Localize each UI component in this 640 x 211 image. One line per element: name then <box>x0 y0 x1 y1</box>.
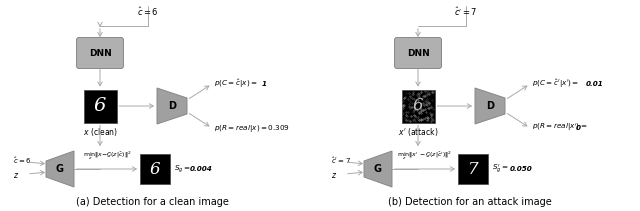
Text: $\min_z \|x - \mathcal{G}(z|\hat{c})\|^2$: $\min_z \|x - \mathcal{G}(z|\hat{c})\|^2… <box>83 149 131 162</box>
Text: $\hat{c}^{\prime} = 7$: $\hat{c}^{\prime} = 7$ <box>331 156 351 166</box>
Text: $\min_z \|x^{\prime} - \mathcal{G}(z|\hat{c}^{\prime})\|^2$: $\min_z \|x^{\prime} - \mathcal{G}(z|\ha… <box>397 149 452 162</box>
Text: $\hat{c} = 6$: $\hat{c} = 6$ <box>13 156 31 166</box>
Text: 0.050: 0.050 <box>510 166 532 172</box>
Text: $z$: $z$ <box>331 170 337 180</box>
Text: $x$ (clean): $x$ (clean) <box>83 126 118 138</box>
Text: 6: 6 <box>150 161 160 177</box>
Text: D: D <box>486 101 494 111</box>
Text: $p(R = real|x^{\prime}) = $: $p(R = real|x^{\prime}) = $ <box>532 122 588 134</box>
Text: (a) Detection for a clean image: (a) Detection for a clean image <box>76 197 228 207</box>
Bar <box>458 154 488 184</box>
Text: 6: 6 <box>413 97 423 115</box>
Text: $S_g^{\prime} = $: $S_g^{\prime} = $ <box>492 162 509 176</box>
Text: 6: 6 <box>94 97 106 115</box>
FancyBboxPatch shape <box>394 38 442 69</box>
Text: 1: 1 <box>262 81 267 87</box>
Text: DNN: DNN <box>88 49 111 58</box>
Text: $p(R = real|x) = 0.309$: $p(R = real|x) = 0.309$ <box>214 123 290 134</box>
Text: D: D <box>168 101 176 111</box>
Polygon shape <box>475 88 505 124</box>
Polygon shape <box>157 88 187 124</box>
Text: DNN: DNN <box>406 49 429 58</box>
Text: $p(C = \hat{c}|x) = $: $p(C = \hat{c}|x) = $ <box>214 78 258 90</box>
Text: $\hat{c}^{\prime} = 7$: $\hat{c}^{\prime} = 7$ <box>454 5 477 18</box>
Polygon shape <box>364 151 392 187</box>
Text: 7: 7 <box>468 161 478 177</box>
Text: G: G <box>374 164 382 174</box>
Text: $\hat{c} = 6$: $\hat{c} = 6$ <box>137 5 159 18</box>
Polygon shape <box>46 151 74 187</box>
Bar <box>140 154 170 184</box>
Text: $p(C = \hat{c}^{\prime}|x^{\prime}) = $: $p(C = \hat{c}^{\prime}|x^{\prime}) = $ <box>532 78 579 90</box>
Text: $x^{\prime}$ (attack): $x^{\prime}$ (attack) <box>397 126 438 138</box>
Text: 0: 0 <box>576 125 581 131</box>
Text: 0.004: 0.004 <box>190 166 212 172</box>
Bar <box>83 89 116 123</box>
Text: 0.01: 0.01 <box>586 81 604 87</box>
FancyBboxPatch shape <box>77 38 124 69</box>
Bar <box>401 89 435 123</box>
Text: $S_g = $: $S_g = $ <box>174 163 191 175</box>
Text: (b) Detection for an attack image: (b) Detection for an attack image <box>388 197 552 207</box>
Text: G: G <box>56 164 64 174</box>
Text: $z$: $z$ <box>13 170 19 180</box>
